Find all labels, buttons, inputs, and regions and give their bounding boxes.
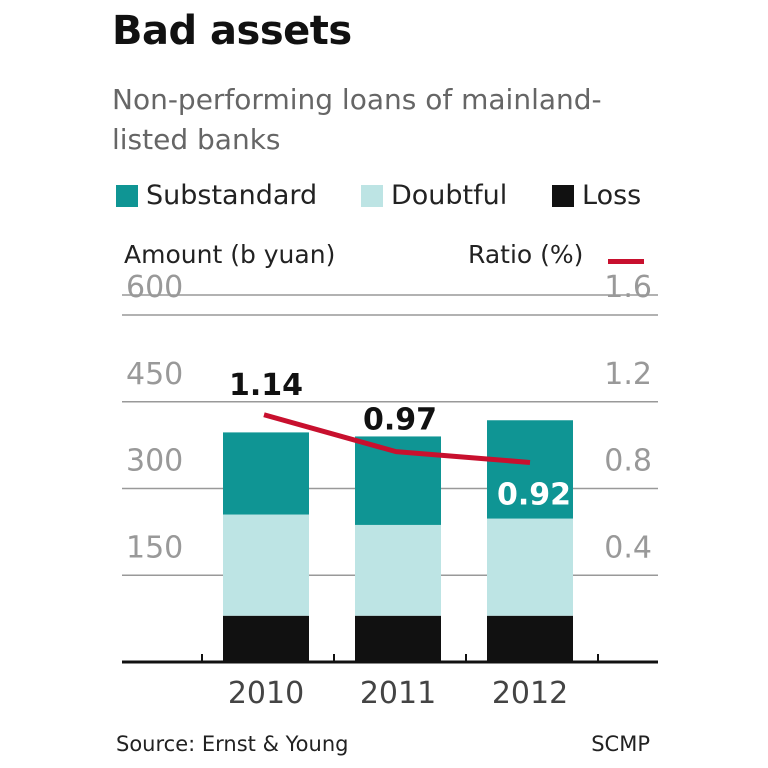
chart-subtitle: Non-performing loans of mainland-listed …	[112, 83, 602, 156]
legend-swatch-substandard	[116, 184, 138, 207]
y-axis-left-title: Amount (b yuan)	[124, 240, 336, 269]
legend-item-loss: Loss	[552, 180, 641, 211]
bar-loss-2010	[223, 615, 309, 662]
legend-label-substandard: Substandard	[146, 180, 318, 211]
y-tick-right: 0.8	[604, 444, 652, 479]
y-tick-left: 300	[126, 444, 183, 479]
bars	[223, 420, 573, 662]
y-tick-left: 450	[126, 357, 183, 392]
bar-loss-2011	[355, 615, 441, 662]
x-tick-label-2010: 2010	[228, 676, 304, 711]
legend-item-doubtful: Doubtful	[361, 180, 507, 211]
x-tick-label-2012: 2012	[492, 676, 568, 711]
bar-substandard-2012	[487, 420, 573, 519]
y-tick-left: 150	[126, 530, 183, 565]
ratio-legend-swatch	[608, 259, 644, 264]
x-tick-label-2011: 2011	[360, 676, 436, 711]
y-tick-right: 0.4	[604, 530, 652, 565]
legend-label-doubtful: Doubtful	[391, 180, 508, 211]
bar-doubtful-2010	[223, 514, 309, 616]
credit: SCMP	[591, 732, 650, 756]
y-tick-left: 600	[126, 270, 183, 305]
bar-doubtful-2011	[355, 524, 441, 616]
legend: Substandard Doubtful Loss	[116, 180, 656, 220]
legend-swatch-loss	[552, 184, 574, 207]
ratio-label-2011: 0.97	[363, 403, 437, 438]
x-axis: 2010 2011 2012	[122, 654, 658, 711]
source-note: Source: Ernst & Young	[116, 732, 349, 756]
ratio-label-2010: 1.14	[229, 368, 303, 403]
chart-title: Bad assets	[112, 8, 352, 54]
bar-loss-2012	[487, 615, 573, 662]
ratio-line-group: 1.14 0.97 0.92	[229, 368, 571, 513]
bar-substandard-2010	[223, 432, 309, 515]
legend-item-substandard: Substandard	[116, 180, 317, 211]
tick-labels: 150 300 450 600 0.4 0.8 1.2 1.6	[126, 270, 652, 565]
legend-swatch-doubtful	[361, 184, 383, 207]
bar-doubtful-2012	[487, 518, 573, 616]
y-tick-right: 1.6	[604, 270, 652, 305]
y-axis-right-title: Ratio (%)	[468, 240, 584, 269]
y-tick-right: 1.2	[604, 357, 652, 392]
ratio-label-2012: 0.92	[497, 477, 571, 512]
legend-label-loss: Loss	[582, 180, 642, 211]
ratio-line	[263, 412, 531, 465]
